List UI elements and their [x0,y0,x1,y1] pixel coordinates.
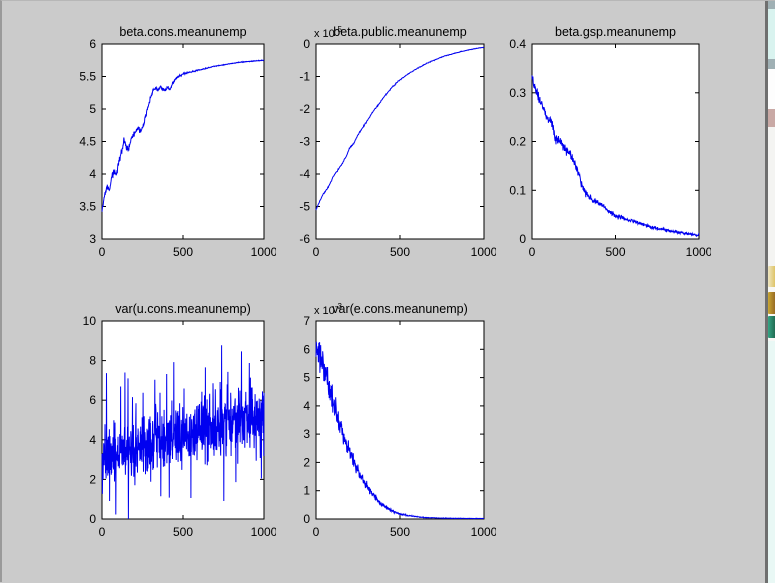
y-tick-label: 4 [89,433,96,447]
subplot-beta-gsp-meanunemp: 0 500 1000 0 0.1 0.2 0.3 0.4 beta.gsp.meanunemp [492,18,711,265]
y-tick-label: -1 [299,70,310,84]
x-tick-label: 500 [605,245,625,259]
data-line [101,59,265,212]
plot-canvas: 0 500 1000 -6 -5 -4 -3 -2 -1 0 beta.public.meanune… [299,25,496,259]
sliver-gray-band [768,59,775,69]
axes-box [315,320,485,520]
y-tick-label: 5 [89,102,96,116]
x-tick-label: 500 [390,245,410,259]
y-tick-label: -3 [299,135,310,149]
x-tick-label: 500 [173,245,193,259]
x-tick-label: 0 [529,245,536,259]
y-tick-label: 4 [303,399,310,413]
y-tick-label: -5 [299,200,310,214]
subplot-beta-cons-meanunemp: 0 500 1000 3 3.5 4 4.5 5 5.5 6 beta.cons.meanunemp [62,18,276,265]
y-tick-label: 0 [303,37,310,51]
y-tick-label: 4 [89,167,96,181]
y-tick-label: 0.3 [509,86,526,100]
y-tick-label: 2 [303,455,310,469]
y-tick-label: 10 [83,314,97,328]
sliver-top-cap [768,1,775,9]
x-tick-label: 500 [390,525,410,539]
x-tick-label: 0 [313,525,320,539]
axes-box [101,43,265,240]
desktop-sliver [768,1,775,583]
plot-canvas: 0 500 1000 0 2 4 6 8 10 var(u.cons.meanunemp) [83,302,276,539]
y-tick-label: 6 [89,393,96,407]
y-tick-label: 6 [303,342,310,356]
y-tick-label: 2 [89,472,96,486]
y-tick-label: -2 [299,102,310,116]
data-line [315,46,485,211]
x-tick-label: 1000 [471,525,496,539]
desktop-icon-yellow[interactable] [768,266,775,287]
y-tick-label: 1 [303,484,310,498]
sliver-light-band [768,127,775,266]
y-tick-label: 0.1 [509,183,526,197]
y-tick-label: 0 [303,512,310,526]
y-tick-label: 0 [519,232,526,246]
y-tick-label: 0.4 [509,37,526,51]
data-line [315,341,485,520]
desktop-icon-orange[interactable] [768,292,775,314]
x-tick-label: 1000 [251,245,276,259]
y-tick-label: 8 [89,354,96,368]
desktop-icon-teal[interactable] [768,316,775,338]
subplot-var-u-cons-meanunemp: 0 500 1000 0 2 4 6 8 10 var(u.cons.meanunemp) [62,295,276,545]
x-tick-label: 1000 [251,525,276,539]
plot-title: var(u.cons.meanunemp) [115,302,250,316]
plot-canvas: 0 500 1000 0 0.1 0.2 0.3 0.4 beta.gsp.meanunemp [509,25,711,259]
x-tick-label: 0 [313,245,320,259]
y-tick-label: 7 [303,314,310,328]
y-tick-label: 0 [89,512,96,526]
y-tick-label: 4.5 [79,135,96,149]
data-line [101,345,265,520]
x-tick-label: 1000 [471,245,496,259]
x-tick-label: 500 [173,525,193,539]
x-tick-label: 0 [99,525,106,539]
plot-canvas: 0 500 1000 3 3.5 4 4.5 5 5.5 6 beta.cons.meanunemp [79,25,276,259]
subplot-var-e-cons-meanunemp: 0 500 1000 0 1 2 3 4 5 6 7 var(e.cons.meanunemp) x 1… [276,295,496,545]
data-line [531,75,700,238]
y-tick-label: 5 [303,371,310,385]
y-tick-label: 3 [303,427,310,441]
axes-box [315,43,485,240]
y-tick-label: 6 [89,37,96,51]
y-tick-label: 3 [89,232,96,246]
x-tick-label: 1000 [686,245,711,259]
sliver-pink-band [768,109,775,127]
plot-title: beta.public.meanunemp [333,25,466,39]
window-resize-border-right[interactable] [765,1,768,583]
plot-title: beta.cons.meanunemp [119,25,246,39]
sliver-white-band [768,69,775,109]
sliver-cyan-bottom [768,341,775,583]
y-tick-label: -4 [299,167,310,181]
y-tick-label: -6 [299,232,310,246]
sliver-cyan-top [768,9,775,59]
x-tick-label: 0 [99,245,106,259]
subplot-beta-public-meanunemp: 0 500 1000 -6 -5 -4 -3 -2 -1 0 beta.public.meanune… [276,18,496,265]
y-tick-label: 3.5 [79,200,96,214]
plot-title: var(e.cons.meanunemp) [332,302,467,316]
y-tick-label: 0.2 [509,135,526,149]
y-tick-label: 5.5 [79,70,96,84]
plot-title: beta.gsp.meanunemp [555,25,676,39]
